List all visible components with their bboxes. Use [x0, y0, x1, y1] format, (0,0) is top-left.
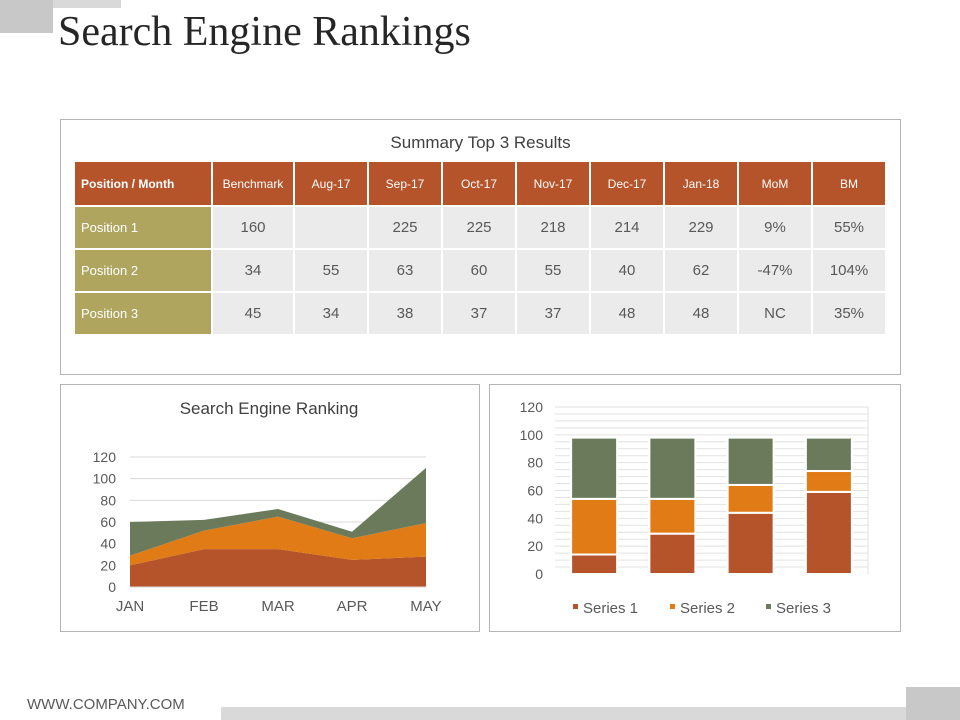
table-cell: 37	[443, 293, 515, 334]
bar-chart-panel: 0 20 40 60 80 100 120 Series 1 Series 2 Series 3	[489, 384, 901, 632]
table-row: Position 1 160 225 225 218 214 229 9% 55%	[75, 207, 885, 248]
x-tick-label: MAR	[261, 598, 295, 615]
y-tick-label: 60	[527, 483, 543, 499]
stacked-bar-chart: 0 20 40 60 80 100 120 Series 1 Series 2 Series 3	[520, 399, 869, 617]
legend-label: Series 3	[776, 600, 831, 617]
header-position-month: Position / Month	[75, 162, 211, 205]
table-cell: 55	[517, 250, 589, 291]
table-cell: 9%	[739, 207, 811, 248]
header-benchmark: Benchmark	[213, 162, 293, 205]
header-nov-17: Nov-17	[517, 162, 589, 205]
bar-series-1	[726, 511, 775, 576]
area-series-1	[130, 549, 426, 587]
table-cell: 34	[213, 250, 293, 291]
table-cell: 60	[443, 250, 515, 291]
table-cell: 35%	[813, 293, 885, 334]
bar-series-2	[570, 497, 619, 556]
area-chart: Search Engine Ranking 0 20 40 60 80 100 120 JAN F…	[93, 399, 442, 615]
bar-series-3	[726, 436, 775, 486]
table-cell: 45	[213, 293, 293, 334]
table-row: Position 2 34 55 63 60 55 40 62 -47% 104%	[75, 250, 885, 291]
x-tick-label: FEB	[189, 598, 218, 615]
row-label: Position 3	[75, 293, 211, 334]
y-tick-label: 0	[108, 579, 116, 595]
table-cell: 34	[295, 293, 367, 334]
table-cell: 218	[517, 207, 589, 248]
bottom-bar-decoration	[221, 707, 906, 720]
table-cell: 55%	[813, 207, 885, 248]
area-chart-panel: Search Engine Ranking 0 20 40 60 80 100 120 JAN F…	[60, 384, 480, 632]
bar-series-3	[648, 436, 697, 500]
legend-swatch	[766, 604, 771, 609]
table-cell: 62	[665, 250, 737, 291]
y-tick-label: 0	[535, 566, 543, 582]
bar-series-1	[648, 532, 697, 575]
y-tick-label: 40	[100, 536, 116, 552]
table-cell: 37	[517, 293, 589, 334]
chart-title: Search Engine Ranking	[180, 399, 359, 418]
header-sep-17: Sep-17	[369, 162, 441, 205]
bar-series-1	[804, 490, 853, 575]
table-cell: 225	[443, 207, 515, 248]
bar-series-1	[570, 553, 619, 575]
y-tick-label: 20	[527, 538, 543, 554]
bar-series-3	[804, 436, 853, 473]
y-tick-label: 120	[520, 399, 544, 415]
header-jan-18: Jan-18	[665, 162, 737, 205]
table-cell: 214	[591, 207, 663, 248]
bar-series-2	[648, 497, 697, 535]
table-header-row: Position / Month Benchmark Aug-17 Sep-17 Oct…	[75, 162, 885, 205]
y-tick-label: 20	[100, 557, 116, 573]
table-cell: NC	[739, 293, 811, 334]
row-label: Position 2	[75, 250, 211, 291]
table-body: Position 1 160 225 225 218 214 229 9% 55% Positio…	[75, 207, 885, 334]
legend-swatch	[670, 604, 675, 609]
table-cell	[295, 207, 367, 248]
row-label: Position 1	[75, 207, 211, 248]
x-tick-label: APR	[337, 598, 368, 615]
top-bar-decoration	[53, 0, 121, 8]
y-tick-label: 100	[520, 427, 544, 443]
corner-decoration-bottom	[906, 687, 960, 720]
header-oct-17: Oct-17	[443, 162, 515, 205]
header-dec-17: Dec-17	[591, 162, 663, 205]
table-row: Position 3 45 34 38 37 37 48 48 NC 35%	[75, 293, 885, 334]
header-mom: MoM	[739, 162, 811, 205]
table-cell: 48	[591, 293, 663, 334]
legend-label: Series 2	[680, 600, 735, 617]
legend-label: Series 1	[583, 600, 638, 617]
legend-swatch	[573, 604, 578, 609]
table-cell: 104%	[813, 250, 885, 291]
y-tick-label: 80	[100, 492, 116, 508]
bar-series-3	[570, 436, 619, 500]
table-cell: 55	[295, 250, 367, 291]
table-cell: 48	[665, 293, 737, 334]
table-cell: 229	[665, 207, 737, 248]
y-tick-label: 120	[93, 449, 117, 465]
x-tick-label: MAY	[410, 598, 441, 615]
table-cell: 225	[369, 207, 441, 248]
area-series-3	[130, 467, 426, 556]
page-title: Search Engine Rankings	[58, 9, 471, 55]
y-tick-label: 60	[100, 514, 116, 530]
y-tick-label: 40	[527, 510, 543, 526]
table-cell: 63	[369, 250, 441, 291]
table-cell: 40	[591, 250, 663, 291]
y-tick-label: 80	[527, 455, 543, 471]
header-aug-17: Aug-17	[295, 162, 367, 205]
footer-url: WWW.COMPANY.COM	[27, 696, 185, 713]
bar-series-2	[726, 483, 775, 514]
summary-table: Position / Month Benchmark Aug-17 Sep-17 Oct…	[73, 160, 887, 336]
x-tick-label: JAN	[116, 598, 144, 615]
corner-decoration-top	[0, 0, 53, 33]
y-tick-label: 100	[93, 471, 117, 487]
table-title: Summary Top 3 Results	[390, 133, 571, 152]
area-series-2	[130, 516, 426, 566]
bar-series-2	[804, 470, 853, 493]
table-cell: 160	[213, 207, 293, 248]
table-cell: -47%	[739, 250, 811, 291]
header-bm: BM	[813, 162, 885, 205]
table-cell: 38	[369, 293, 441, 334]
